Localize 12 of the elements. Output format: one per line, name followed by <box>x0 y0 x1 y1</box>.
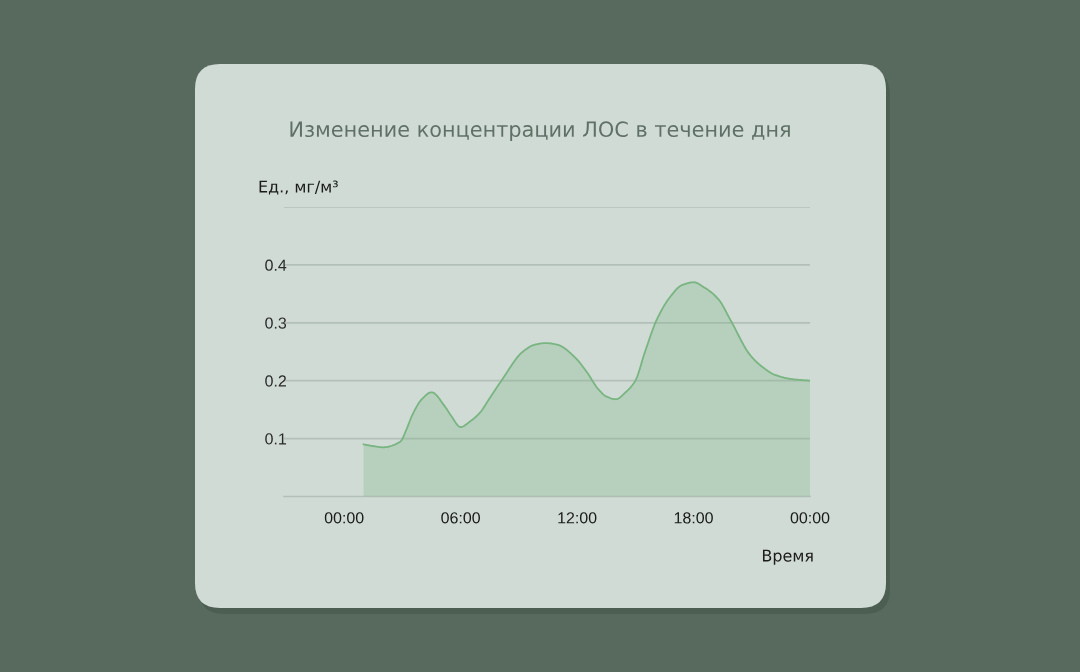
y-tick-label: 0.2 <box>265 375 286 387</box>
y-tick-label: 0.1 <box>265 433 286 445</box>
y-axis-title: Ед., мг/м³ <box>259 180 338 195</box>
x-tick-label: 00:00 <box>324 512 364 524</box>
x-tick-label: 18:00 <box>674 512 713 524</box>
x-tick-label: 12:00 <box>558 512 597 524</box>
x-tick-label: 06:00 <box>441 512 480 524</box>
y-tick-label: 0.4 <box>265 259 287 271</box>
y-tick-label: 0.3 <box>265 317 287 329</box>
chart-title: Изменение концентрации ЛОС в течение дня <box>290 121 790 142</box>
x-tick-label: 00:00 <box>790 512 830 524</box>
x-axis-title: Время <box>762 549 813 565</box>
